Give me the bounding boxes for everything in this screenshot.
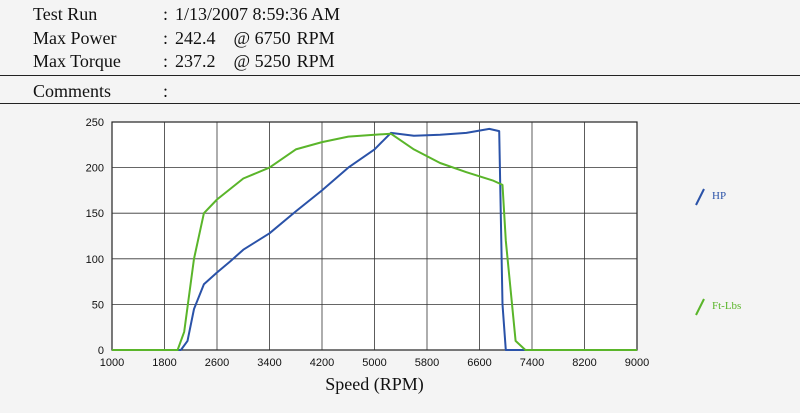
y-tick-label: 200 (86, 163, 104, 175)
comments-row: Comments: (33, 81, 175, 102)
x-tick-label: 3400 (257, 357, 281, 369)
legend-swatch-ft-lbs (695, 298, 705, 316)
y-tick-label: 150 (86, 208, 104, 220)
x-tick-label: 1000 (100, 357, 124, 369)
x-tick-label: 6600 (467, 357, 491, 369)
max-torque-separator: : (163, 51, 169, 71)
x-tick-label: 1800 (152, 357, 176, 369)
x-axis-title: Speed (RPM) (325, 374, 424, 395)
test-run-label: Test Run (33, 4, 98, 24)
legend-label-ft-lbs: Ft-Lbs (712, 300, 741, 312)
max-torque-row: Max Torque:237.2 @ 5250 RPM (33, 51, 335, 72)
x-tick-label: 8200 (572, 357, 596, 369)
comments-divider (0, 103, 800, 104)
comments-label: Comments (33, 81, 112, 101)
max-power-value: 242.4 (175, 28, 216, 48)
y-tick-label: 50 (92, 299, 104, 311)
max-power-label: Max Power (33, 28, 117, 48)
test-run-separator: : (163, 4, 169, 24)
x-tick-label: 4200 (310, 357, 334, 369)
legend-swatch-hp (695, 188, 705, 206)
max-torque-label: Max Torque (33, 51, 121, 71)
series-line-hp (112, 127, 637, 351)
x-tick-label: 5000 (362, 357, 386, 369)
series-line-ft-lbs (112, 132, 637, 351)
y-tick-label: 250 (86, 117, 104, 129)
max-power-rpm: @ 6750 (233, 28, 291, 48)
x-tick-label: 7400 (520, 357, 544, 369)
max-power-row: Max Power:242.4 @ 6750 RPM (33, 28, 335, 49)
y-tick-label: 100 (86, 254, 104, 266)
x-tick-label: 9000 (625, 357, 649, 369)
legend-label-hp: HP (712, 190, 726, 202)
x-tick-label: 2600 (205, 357, 229, 369)
max-torque-value: 237.2 (175, 51, 216, 71)
test-run-value: 1/13/2007 8:59:36 AM (175, 4, 341, 24)
max-torque-unit: RPM (296, 51, 335, 71)
max-power-unit: RPM (296, 28, 335, 48)
header-divider (0, 75, 800, 76)
x-tick-label: 5800 (415, 357, 439, 369)
max-power-separator: : (163, 28, 169, 48)
test-run-row: Test Run:1/13/2007 8:59:36 AM (33, 4, 340, 25)
y-tick-label: 0 (98, 345, 104, 357)
comments-separator: : (163, 81, 169, 101)
max-torque-rpm: @ 5250 (233, 51, 291, 71)
